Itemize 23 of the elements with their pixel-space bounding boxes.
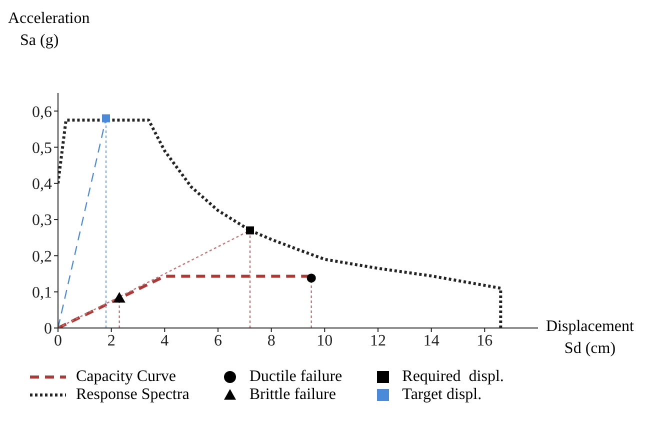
x-tick-label: 10 (316, 332, 333, 350)
y-tick-label: 0,5 (32, 140, 52, 157)
x-tick-label: 16 (476, 332, 493, 350)
x-tick-label: 6 (214, 332, 222, 350)
y-tick-label: 0,3 (32, 212, 52, 230)
legend-label: Target displ. (402, 386, 482, 404)
legend-label: Brittle failure (249, 386, 336, 404)
x-tick-label: 4 (160, 332, 169, 350)
y-tick-label: 0,1 (32, 284, 52, 302)
y-tick-label: 0,2 (32, 248, 52, 266)
x-axis-title: Displacement Sd (cm) (546, 317, 634, 359)
legend-label: Ductile failure (249, 368, 342, 386)
y-tick-label: 0 (44, 320, 52, 338)
x-tick-label: 8 (267, 332, 276, 350)
legend-label: Response Spectra (76, 386, 190, 404)
legend-label: Required displ. (402, 368, 504, 386)
y-axis-title: Acceleration Sa (g) (8, 9, 90, 51)
x-tick-label: 14 (423, 332, 440, 350)
x-tick-label: 2 (107, 332, 116, 350)
x-tick-label: 12 (370, 332, 386, 350)
legend-label: Capacity Curve (76, 368, 176, 386)
y-tick-label: 0,4 (32, 176, 52, 194)
y-tick-label: 0,6 (32, 104, 52, 121)
